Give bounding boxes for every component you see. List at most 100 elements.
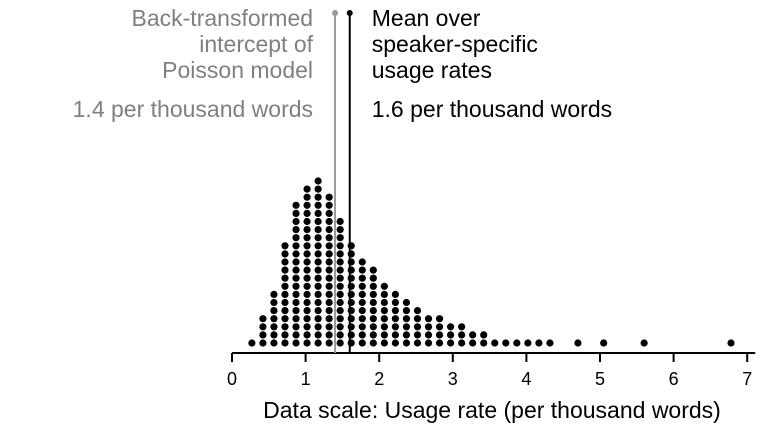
data-dot bbox=[336, 242, 344, 250]
data-dot bbox=[292, 290, 300, 298]
reference-line-label: Back-transformed bbox=[132, 5, 314, 31]
data-dot bbox=[303, 226, 311, 234]
data-dot bbox=[325, 307, 333, 315]
data-dot bbox=[314, 339, 322, 347]
data-dot bbox=[314, 177, 322, 185]
data-dot bbox=[369, 282, 377, 290]
data-dot bbox=[281, 266, 289, 274]
data-dot bbox=[325, 282, 333, 290]
data-dot bbox=[413, 331, 422, 339]
data-dot bbox=[336, 266, 344, 274]
data-dot bbox=[446, 339, 455, 347]
data-dot bbox=[303, 331, 311, 339]
data-dot bbox=[380, 282, 388, 290]
data-dot bbox=[303, 274, 311, 282]
data-dot bbox=[358, 307, 366, 315]
data-dot bbox=[314, 298, 322, 307]
data-dot bbox=[314, 209, 322, 217]
data-dot bbox=[314, 193, 322, 201]
data-dot bbox=[325, 250, 333, 258]
data-dot bbox=[369, 331, 377, 339]
data-dot bbox=[303, 258, 311, 266]
data-dot bbox=[314, 185, 322, 193]
data-dot bbox=[303, 209, 311, 217]
data-dot bbox=[303, 339, 311, 347]
x-tick-label: 2 bbox=[374, 369, 384, 389]
data-dot bbox=[435, 331, 444, 339]
data-dot bbox=[281, 298, 289, 307]
data-dot bbox=[391, 307, 399, 315]
data-dot bbox=[391, 323, 399, 331]
data-dot bbox=[336, 339, 344, 347]
data-dot bbox=[347, 274, 355, 282]
data-dot bbox=[336, 315, 344, 323]
data-dot bbox=[347, 315, 355, 323]
data-dot bbox=[380, 339, 388, 347]
data-dot bbox=[402, 323, 411, 331]
data-dot bbox=[303, 193, 311, 201]
x-axis-ticks: 0 1 2 3 4 5 6 7 bbox=[227, 353, 752, 389]
data-dot bbox=[358, 315, 366, 323]
data-dot bbox=[314, 331, 322, 339]
x-axis-title: Data scale: Usage rate (per thousand wor… bbox=[263, 397, 721, 423]
data-dot bbox=[502, 339, 510, 347]
data-dot bbox=[347, 250, 355, 258]
data-dot bbox=[424, 339, 433, 347]
data-dot bbox=[270, 290, 278, 298]
data-dot bbox=[391, 331, 399, 339]
x-tick-label: 4 bbox=[521, 369, 531, 389]
data-dot bbox=[358, 331, 366, 339]
data-dot bbox=[640, 339, 648, 347]
data-dot bbox=[303, 234, 311, 242]
data-dot bbox=[336, 290, 344, 298]
data-dot bbox=[314, 266, 322, 274]
data-dot bbox=[303, 250, 311, 258]
data-dot bbox=[424, 331, 433, 339]
data-dot bbox=[380, 331, 388, 339]
data-dot bbox=[292, 234, 300, 242]
reference-value-label: 1.4 per thousand words bbox=[73, 96, 313, 122]
data-dot bbox=[325, 234, 333, 242]
data-dot bbox=[303, 242, 311, 250]
data-dot bbox=[727, 339, 735, 347]
data-dot bbox=[248, 339, 256, 347]
data-dot bbox=[270, 339, 278, 347]
data-dot bbox=[524, 339, 532, 347]
data-dot bbox=[314, 282, 322, 290]
data-dot bbox=[314, 217, 322, 226]
data-dot bbox=[347, 307, 355, 315]
data-dot bbox=[314, 242, 322, 250]
data-dot bbox=[270, 298, 278, 307]
data-dot bbox=[347, 290, 355, 298]
data-dot bbox=[402, 331, 411, 339]
data-dot bbox=[574, 339, 582, 347]
data-dot bbox=[281, 290, 289, 298]
reference-line-cap bbox=[332, 10, 339, 16]
data-dot bbox=[358, 323, 366, 331]
data-dot bbox=[314, 307, 322, 315]
data-dot bbox=[314, 258, 322, 266]
data-dot bbox=[380, 315, 388, 323]
data-dot bbox=[369, 307, 377, 315]
data-dot bbox=[325, 315, 333, 323]
data-dot bbox=[292, 258, 300, 266]
data-dot bbox=[369, 323, 377, 331]
data-dot bbox=[325, 266, 333, 274]
data-dot bbox=[325, 209, 333, 217]
data-dot bbox=[336, 323, 344, 331]
data-dot bbox=[325, 201, 333, 209]
data-dot bbox=[281, 250, 289, 258]
data-dot bbox=[413, 323, 422, 331]
data-dot bbox=[391, 298, 399, 307]
data-dot bbox=[303, 185, 311, 193]
data-dot bbox=[402, 315, 411, 323]
data-dot bbox=[402, 298, 411, 307]
x-tick-label: 1 bbox=[301, 369, 311, 389]
data-dot bbox=[347, 282, 355, 290]
data-dot bbox=[292, 339, 300, 347]
x-tick-label: 5 bbox=[595, 369, 605, 389]
data-dot bbox=[369, 290, 377, 298]
data-dot bbox=[469, 331, 477, 339]
data-dot bbox=[325, 274, 333, 282]
data-dot bbox=[281, 307, 289, 315]
